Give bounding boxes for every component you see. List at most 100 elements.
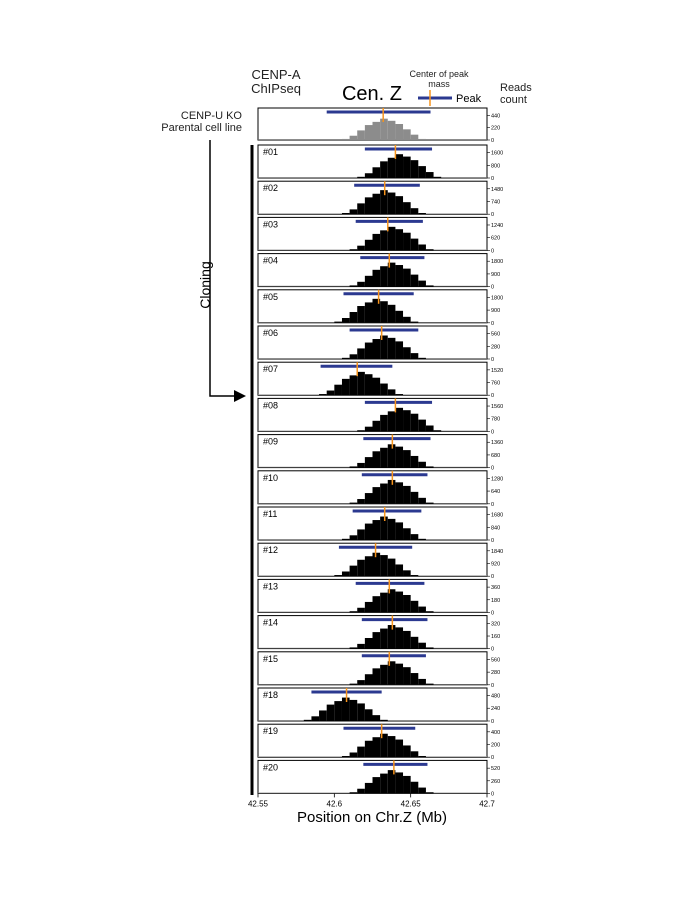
histogram-bar — [372, 632, 381, 649]
histogram-bar — [380, 483, 388, 504]
histogram-bar — [433, 430, 442, 432]
histogram-bar — [418, 166, 426, 178]
y-tick-label: 840 — [491, 525, 500, 531]
track-name: #15 — [263, 654, 278, 664]
histogram-bar — [418, 244, 426, 251]
y-tick-label: 1520 — [491, 368, 503, 374]
histogram-bar — [349, 699, 358, 721]
histogram-bar — [403, 667, 411, 685]
y-tick-label: 280 — [491, 344, 500, 350]
histogram-bar — [387, 736, 396, 758]
histogram-bar — [364, 637, 373, 649]
histogram-bar — [380, 414, 388, 432]
histogram-bar — [364, 740, 373, 758]
histogram-bar — [403, 316, 411, 323]
y-tick-label: 0 — [491, 357, 494, 363]
cloning-arrow — [209, 140, 240, 397]
y-tick-label: 0 — [491, 212, 494, 218]
histogram-bar — [380, 190, 388, 215]
histogram-bar — [311, 716, 320, 721]
y-tick-label: 0 — [491, 138, 494, 144]
histogram-bar — [425, 611, 434, 613]
histogram-bar — [395, 265, 404, 287]
histogram-bar — [364, 275, 373, 287]
x-tick-label: 42.6 — [327, 799, 343, 808]
y-tick-label: 400 — [491, 730, 500, 736]
histogram-bar — [364, 457, 373, 468]
histogram-bar — [410, 353, 419, 359]
histogram-bar — [410, 455, 419, 468]
histogram-bar — [372, 487, 381, 504]
histogram-bar — [349, 535, 358, 540]
histogram-bar — [403, 450, 411, 468]
histogram-bar — [403, 485, 411, 504]
histogram-bar — [410, 238, 419, 251]
histogram-bar — [387, 661, 396, 685]
histogram-bar — [364, 302, 373, 323]
y-tick-label: 560 — [491, 657, 500, 663]
histogram-bar — [357, 462, 365, 468]
y-tick-label: 220 — [491, 126, 500, 132]
histogram-bar — [341, 138, 350, 140]
y-tick-label: 200 — [491, 743, 500, 749]
track-name: #09 — [263, 437, 278, 447]
x-axis-title: Position on Chr.Z (Mb) — [297, 809, 447, 826]
histogram-bar — [403, 232, 411, 251]
y-tick-label: 0 — [491, 647, 494, 653]
histogram-bar — [395, 739, 404, 758]
histogram-bar — [372, 420, 381, 432]
y-tick-label: 0 — [491, 719, 494, 725]
histogram-bar — [410, 673, 419, 685]
histogram-bar — [433, 176, 442, 178]
histogram-bar — [380, 628, 388, 649]
histogram-bar — [349, 466, 358, 468]
histogram-bar — [364, 556, 373, 577]
assay-label: CENP-A ChIPseq — [251, 67, 301, 97]
histogram-bar — [357, 130, 365, 140]
histogram-bar — [364, 782, 373, 794]
histogram-bar — [380, 118, 388, 140]
histogram-bar — [403, 528, 411, 540]
track-name: #01 — [263, 147, 278, 157]
histogram-bar — [395, 229, 404, 251]
histogram-bar — [372, 715, 381, 721]
track-name: #13 — [263, 581, 278, 591]
histogram-bar — [410, 534, 419, 540]
histogram-bar — [357, 430, 365, 432]
y-tick-label: 1560 — [491, 404, 503, 410]
histogram-bar — [357, 680, 365, 685]
histogram-bar — [410, 321, 419, 323]
histogram-bar — [395, 591, 404, 613]
histogram-bar — [418, 419, 426, 432]
y-axis-title: Reads count — [500, 82, 532, 107]
y-tick-label: 0 — [491, 248, 494, 254]
histogram-bar — [425, 285, 434, 287]
histogram-bar — [349, 249, 358, 251]
y-tick-label: 260 — [491, 779, 500, 785]
y-tick-label: 640 — [491, 489, 500, 495]
histogram-bar — [410, 274, 419, 287]
histogram-bar — [341, 755, 350, 758]
histogram-bar — [334, 575, 342, 577]
histogram-bar — [403, 202, 411, 215]
histogram-bar — [380, 447, 388, 468]
track-name: #14 — [263, 618, 278, 628]
histogram-bar — [349, 209, 358, 215]
histogram-bar — [372, 596, 381, 613]
histogram-bar — [403, 129, 411, 140]
histogram-bar — [341, 318, 350, 323]
histogram-bar — [372, 269, 381, 287]
y-tick-label: 0 — [491, 755, 494, 761]
histogram-bar — [380, 161, 388, 178]
track-name: #18 — [263, 690, 278, 700]
legend-center-label: Center of peak mass — [409, 69, 469, 89]
histogram-bar — [395, 482, 404, 504]
x-tick-label: 42.65 — [401, 799, 422, 808]
histogram-bar — [357, 559, 365, 577]
histogram-bar — [372, 777, 381, 794]
histogram-bar — [403, 268, 411, 287]
y-tick-label: 520 — [491, 766, 500, 772]
histogram-bar — [418, 538, 426, 540]
